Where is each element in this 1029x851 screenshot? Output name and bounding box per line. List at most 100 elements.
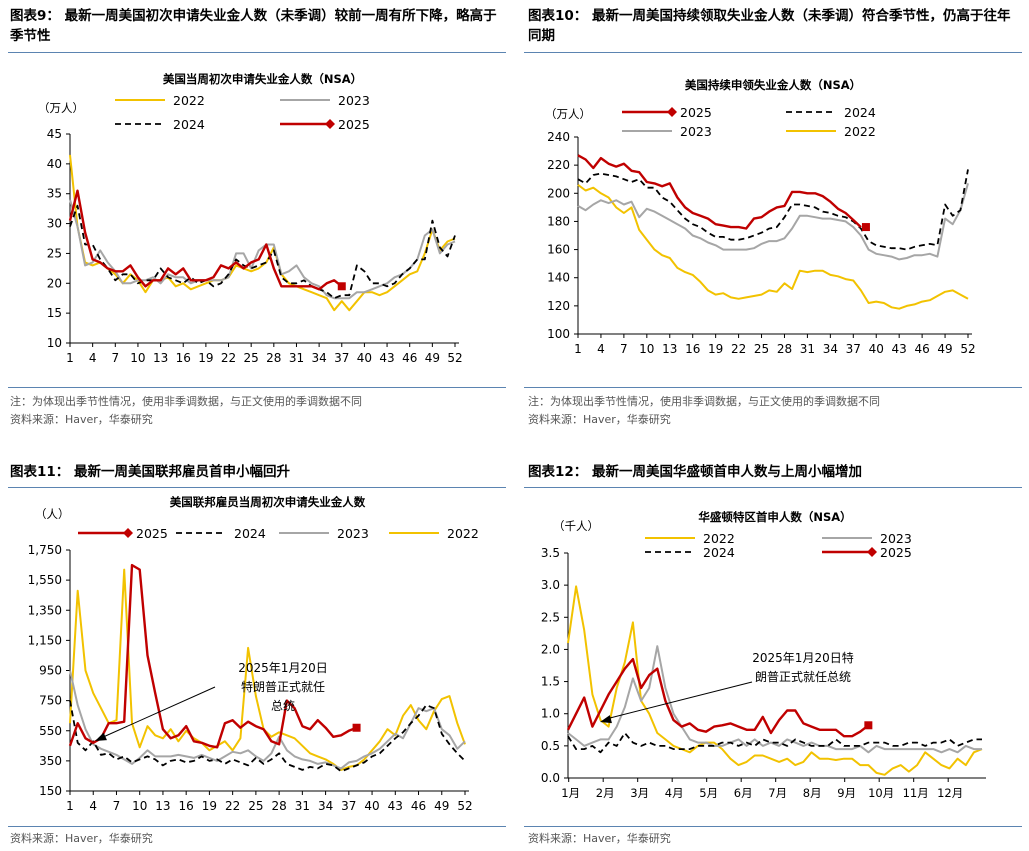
legend-label-2022: 2022 xyxy=(844,124,876,139)
x-tick-label: 16 xyxy=(685,342,700,356)
x-tick-label: 4月 xyxy=(665,786,684,800)
x-tick-label: 40 xyxy=(869,342,884,356)
y-tick-label: 45 xyxy=(47,127,62,141)
series-line-2024 xyxy=(69,204,456,300)
x-tick-label: 34 xyxy=(318,799,333,813)
x-tick-label: 49 xyxy=(434,799,449,813)
y-tick-label: 1,550 xyxy=(28,573,62,587)
x-tick-label: 25 xyxy=(754,342,769,356)
legend-label-2025: 2025 xyxy=(338,117,370,132)
series-line-2025 xyxy=(68,189,343,291)
y-tick-label: 1,150 xyxy=(28,633,62,647)
x-tick-label: 16 xyxy=(176,351,191,365)
y-tick-label: 1,350 xyxy=(28,603,62,617)
x-tick-label: 25 xyxy=(248,799,263,813)
x-tick-label: 4 xyxy=(89,799,97,813)
annotation-text: 总统 xyxy=(271,699,295,713)
y-tick-label: 3.0 xyxy=(541,578,560,592)
x-tick-label: 2月 xyxy=(596,786,615,800)
legend-label-2023: 2023 xyxy=(880,531,912,546)
y-tick-label: 35 xyxy=(47,187,62,201)
x-tick-label: 13 xyxy=(155,799,170,813)
y-tick-label: 550 xyxy=(39,724,62,738)
annotation-text: 朗普正式就任总统 xyxy=(755,670,851,684)
annotation-text: 2025年1月20日特 xyxy=(752,650,853,665)
panel-1-bottom-rule xyxy=(8,387,506,388)
legend-marker-2025 xyxy=(325,119,335,129)
x-tick-label: 37 xyxy=(846,342,861,356)
panel-2-top-rule xyxy=(524,52,1022,53)
y-tick-label: 2.5 xyxy=(541,610,560,624)
panel-4-top-rule xyxy=(524,487,1022,488)
panel-1-note: 注：为体现出季节性情况，使用非季调数据，与正文使用的季调数据不同 xyxy=(10,395,362,408)
x-tick-label: 4 xyxy=(597,342,605,356)
y-tick-label: 25 xyxy=(47,246,62,260)
chart-2-title: 美国持续申领失业金人数（NSA） xyxy=(685,78,861,92)
x-tick-label: 1 xyxy=(66,351,74,365)
chart-4-unit: （千人） xyxy=(553,519,599,533)
annotation-arrow-head xyxy=(600,715,612,724)
x-tick-label: 34 xyxy=(311,351,326,365)
x-tick-label: 52 xyxy=(447,351,462,365)
x-tick-label: 22 xyxy=(225,799,240,813)
legend-label-2022: 2022 xyxy=(703,531,735,546)
series-line-2022 xyxy=(69,154,456,312)
panel-1-top-rule xyxy=(8,52,506,53)
y-tick-label: 1,750 xyxy=(28,543,62,557)
x-tick-label: 28 xyxy=(777,342,792,356)
legend-label-2023: 2023 xyxy=(338,93,370,108)
y-tick-label: 160 xyxy=(547,243,570,257)
y-tick-label: 1.5 xyxy=(541,675,560,689)
panel-4-bottom-rule xyxy=(524,826,1022,827)
panel-3-title: 图表11： 最新一周美国联邦雇员首申小幅回升 xyxy=(10,464,290,480)
x-tick-label: 46 xyxy=(411,799,426,813)
series-line-2024 xyxy=(577,169,969,251)
annotation-text: 特朗普正式就任 xyxy=(241,679,325,694)
series-last-marker-2025 xyxy=(864,721,873,730)
panel-2-title: 图表10： 最新一周美国持续领取失业金人数（未季调）符合季节性，仍高于往年同期 xyxy=(528,8,1011,44)
panel-3-source: 资料来源：Haver，华泰研究 xyxy=(10,832,153,845)
series-last-marker-2025 xyxy=(861,223,870,232)
panel-4-title: 图表12： 最新一周美国华盛顿首申人数与上周小幅增加 xyxy=(528,464,862,480)
x-tick-label: 52 xyxy=(960,342,975,356)
panel-4-source: 资料来源：Haver，华泰研究 xyxy=(528,832,671,845)
annotation-arrow-line xyxy=(605,681,753,720)
x-tick-label: 7 xyxy=(113,799,121,813)
chart-2: 美国持续申领失业金人数（NSA）（万人）10012014016018020022… xyxy=(545,78,976,356)
x-tick-label: 9月 xyxy=(837,786,856,800)
series-line-2023 xyxy=(69,199,456,300)
series-line-2022 xyxy=(577,184,969,310)
chart-2-unit: （万人） xyxy=(545,107,591,121)
y-tick-label: 350 xyxy=(39,754,62,768)
chart-4: 华盛顿特区首申人数（NSA） （千人） 0.0 0.5 1.0 1.5 2.0 2.5 3.0 3… xyxy=(541,510,986,800)
x-tick-label: 25 xyxy=(244,351,259,365)
y-tick-label: 180 xyxy=(547,214,570,228)
x-tick-label: 40 xyxy=(364,799,379,813)
x-tick-label: 19 xyxy=(202,799,217,813)
x-tick-label: 40 xyxy=(357,351,372,365)
x-tick-label: 19 xyxy=(708,342,723,356)
annotation-arrow-line xyxy=(100,686,216,739)
series-line-2024 xyxy=(567,732,982,754)
x-tick-label: 13 xyxy=(153,351,168,365)
x-tick-label: 34 xyxy=(823,342,838,356)
y-tick-label: 30 xyxy=(47,217,62,231)
x-tick-label: 5月 xyxy=(699,786,718,800)
x-tick-label: 1 xyxy=(66,799,74,813)
y-tick-label: 0.5 xyxy=(541,739,560,753)
x-tick-label: 43 xyxy=(892,342,907,356)
series-line-2024 xyxy=(69,700,466,773)
x-tick-label: 16 xyxy=(179,799,194,813)
x-tick-label: 1 xyxy=(574,342,582,356)
x-tick-label: 46 xyxy=(402,351,417,365)
x-tick-label: 43 xyxy=(388,799,403,813)
y-tick-label: 140 xyxy=(547,271,570,285)
x-tick-label: 8月 xyxy=(803,786,822,800)
panel-2-bottom-rule xyxy=(524,387,1022,388)
legend-label-2022: 2022 xyxy=(173,93,205,108)
x-tick-label: 10 xyxy=(132,799,147,813)
legend-label-2025: 2025 xyxy=(136,526,168,541)
x-tick-label: 28 xyxy=(271,799,286,813)
x-tick-label: 31 xyxy=(289,351,304,365)
